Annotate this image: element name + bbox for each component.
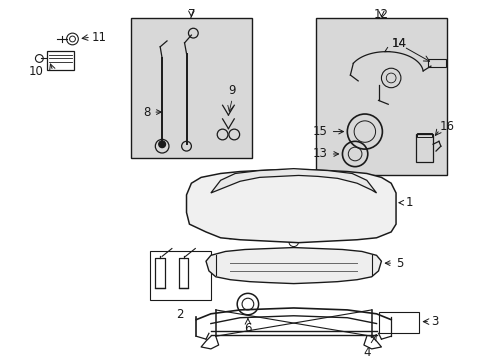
Text: 13: 13 bbox=[312, 148, 338, 161]
Bar bbox=[415, 135, 432, 162]
Text: 1: 1 bbox=[398, 196, 412, 209]
Bar bbox=[315, 18, 446, 175]
Ellipse shape bbox=[312, 190, 352, 229]
Text: 12: 12 bbox=[373, 8, 388, 21]
Ellipse shape bbox=[223, 190, 276, 229]
Polygon shape bbox=[210, 168, 376, 193]
Polygon shape bbox=[205, 248, 381, 284]
Text: 3: 3 bbox=[430, 315, 438, 328]
Text: 11: 11 bbox=[92, 31, 107, 44]
Bar bbox=[150, 251, 210, 300]
Text: 16: 16 bbox=[439, 120, 454, 133]
Text: 6: 6 bbox=[244, 321, 251, 334]
Text: 8: 8 bbox=[143, 105, 161, 118]
Text: 4: 4 bbox=[362, 346, 370, 359]
Text: 7: 7 bbox=[187, 8, 195, 21]
Text: 15: 15 bbox=[312, 125, 343, 138]
Polygon shape bbox=[186, 170, 395, 243]
Bar bbox=[427, 59, 445, 67]
Text: 10: 10 bbox=[28, 65, 43, 78]
Text: 9: 9 bbox=[228, 85, 236, 98]
Text: 2: 2 bbox=[176, 308, 183, 321]
Bar bbox=[416, 132, 431, 138]
Bar bbox=[47, 51, 74, 70]
Bar bbox=[378, 312, 419, 333]
Circle shape bbox=[159, 141, 165, 148]
Text: 14: 14 bbox=[384, 37, 406, 52]
Circle shape bbox=[281, 171, 296, 186]
Bar bbox=[131, 18, 251, 158]
Text: 14: 14 bbox=[390, 37, 406, 50]
Text: 5: 5 bbox=[385, 257, 403, 270]
